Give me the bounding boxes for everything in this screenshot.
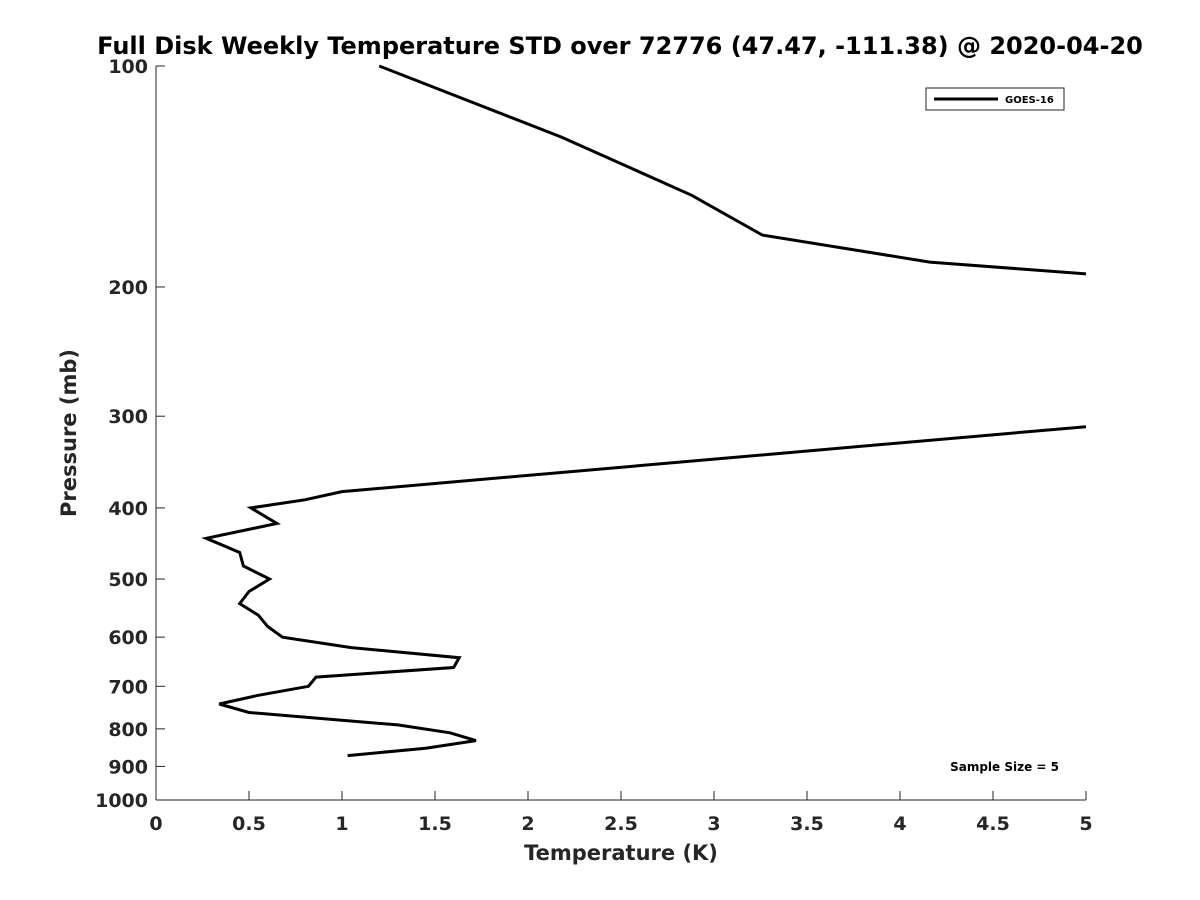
y-tick-label: 900	[108, 756, 148, 778]
x-tick-label: 3.5	[790, 813, 824, 835]
x-tick-label: 1.5	[418, 813, 452, 835]
y-axis-label: Pressure (mb)	[57, 349, 81, 517]
x-axis-label: Temperature (K)	[524, 841, 718, 865]
sample-size-annotation: Sample Size = 5	[950, 760, 1059, 774]
y-tick-label: 800	[108, 719, 148, 741]
x-tick-label: 2.5	[604, 813, 638, 835]
y-tick-label: 700	[108, 676, 148, 698]
x-tick-label: 1	[335, 813, 348, 835]
y-tick-label: 500	[108, 569, 148, 591]
y-tick-label: 400	[108, 498, 148, 520]
y-tick-label: 1000	[95, 790, 148, 812]
y-tick-label: 600	[108, 627, 148, 649]
x-tick-label: 0	[149, 813, 162, 835]
x-tick-label: 5	[1079, 813, 1092, 835]
y-axis-ticks: 100 200 300 400 500 600 700 800 900 1000	[95, 56, 165, 812]
chart-title: Full Disk Weekly Temperature STD over 72…	[97, 32, 1143, 60]
y-tick-label: 300	[108, 406, 148, 428]
legend: GOES-16	[925, 87, 1065, 111]
x-axis-ticks: 0 0.5 1 1.5 2 2.5 3 3.5 4 4.5 5	[149, 791, 1093, 835]
y-tick-label: 100	[108, 56, 148, 78]
series-layer	[201, 64, 1087, 758]
x-tick-label: 2	[521, 813, 534, 835]
x-tick-label: 3	[707, 813, 720, 835]
legend-label-goes-16: GOES-16	[1005, 95, 1054, 106]
series-line-goes-16-segment-1	[378, 64, 1087, 276]
series-line-goes-16-segment-2	[201, 425, 1087, 758]
x-tick-label: 0.5	[232, 813, 266, 835]
y-tick-label: 200	[108, 277, 148, 299]
x-tick-label: 4	[893, 813, 906, 835]
x-tick-label: 4.5	[976, 813, 1010, 835]
